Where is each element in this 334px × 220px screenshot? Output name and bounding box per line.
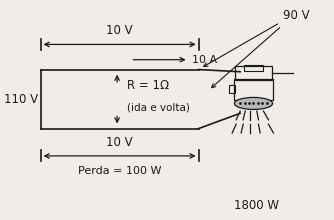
Text: 90 V: 90 V [284,9,310,22]
Text: 10 V: 10 V [106,136,133,149]
Text: 10 A: 10 A [192,55,217,65]
Text: 110 V: 110 V [4,93,38,106]
Text: Perda = 100 W: Perda = 100 W [78,166,161,176]
Text: (ida e volta): (ida e volta) [127,103,190,113]
Ellipse shape [234,97,273,110]
Text: 1800 W: 1800 W [234,199,279,212]
Text: R = 1Ω: R = 1Ω [127,79,169,92]
Text: 10 V: 10 V [106,24,133,37]
